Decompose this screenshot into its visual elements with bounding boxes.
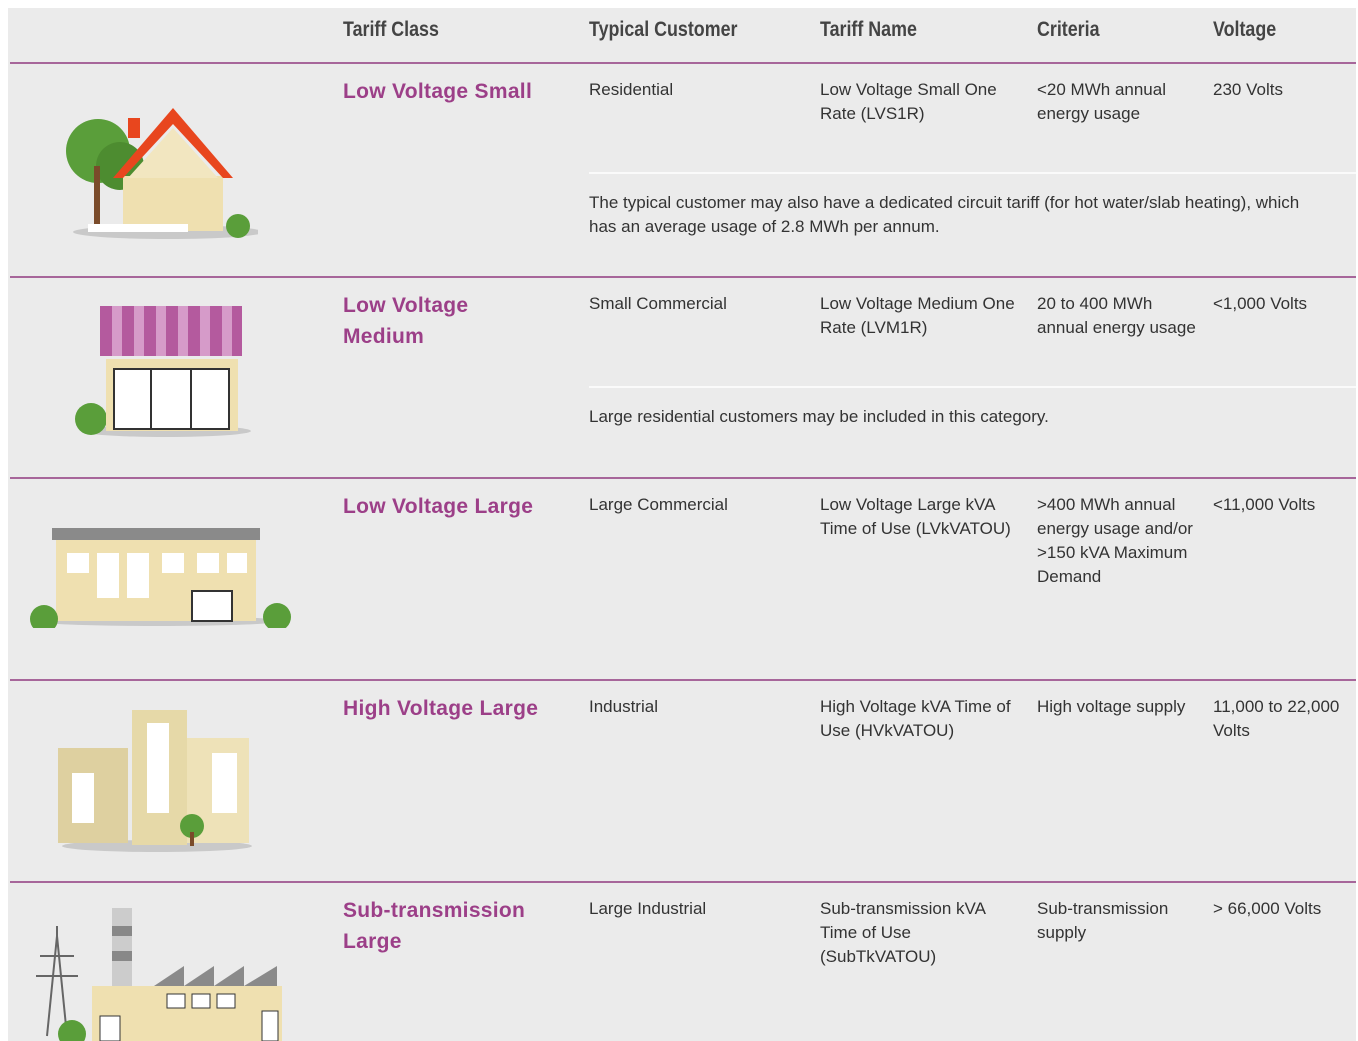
criteria: Sub-transmission supply bbox=[1037, 897, 1207, 945]
voltage: <11,000 Volts bbox=[1213, 493, 1353, 517]
criteria: 20 to 400 MWh annual energy usage bbox=[1037, 292, 1207, 340]
note: The typical customer may also have a ded… bbox=[589, 191, 1309, 239]
typical-customer: Large Commercial bbox=[589, 493, 809, 517]
voltage: > 66,000 Volts bbox=[1213, 897, 1353, 921]
typical-customer: Industrial bbox=[589, 695, 809, 719]
sub-transmission-icon bbox=[22, 906, 297, 1041]
column-header: Tariff Name bbox=[820, 18, 917, 42]
criteria: High voltage supply bbox=[1037, 695, 1207, 719]
tariff-class: High Voltage Large bbox=[343, 693, 543, 724]
note-divider bbox=[589, 386, 1356, 388]
note: Large residential customers may be inclu… bbox=[589, 405, 1309, 429]
tariff-class: Sub-transmission Large bbox=[343, 895, 543, 957]
column-header: Typical Customer bbox=[589, 18, 737, 42]
commercial-icon bbox=[22, 523, 292, 628]
voltage: 230 Volts bbox=[1213, 78, 1353, 102]
tariff-class: Low Voltage Medium bbox=[343, 290, 543, 352]
tariff-class: Low Voltage Large bbox=[343, 491, 543, 522]
criteria: <20 MWh annual energy usage bbox=[1037, 78, 1207, 126]
row-divider bbox=[10, 276, 1356, 278]
shop-icon bbox=[66, 304, 256, 439]
row-divider bbox=[10, 62, 1356, 64]
tariff-name: High Voltage kVA Time of Use (HVkVATOU) bbox=[820, 695, 1015, 743]
row-divider bbox=[10, 477, 1356, 479]
criteria: >400 MWh annual energy usage and/or >150… bbox=[1037, 493, 1207, 589]
voltage: <1,000 Volts bbox=[1213, 292, 1353, 316]
typical-customer: Residential bbox=[589, 78, 809, 102]
tariff-name: Low Voltage Small One Rate (LVS1R) bbox=[820, 78, 1015, 126]
tariff-name: Low Voltage Medium One Rate (LVM1R) bbox=[820, 292, 1015, 340]
note-divider bbox=[589, 172, 1356, 174]
row-divider bbox=[10, 679, 1356, 681]
typical-customer: Small Commercial bbox=[589, 292, 809, 316]
tariff-table: Tariff Class Typical Customer Tariff Name C… bbox=[8, 8, 1356, 1041]
house-icon bbox=[48, 96, 258, 241]
page: Tariff Class Typical Customer Tariff Name C… bbox=[0, 0, 1358, 1041]
voltage: 11,000 to 22,000 Volts bbox=[1213, 695, 1353, 743]
row-divider bbox=[10, 881, 1356, 883]
industrial-icon bbox=[52, 708, 262, 853]
tariff-name: Low Voltage Large kVA Time of Use (LVkVA… bbox=[820, 493, 1015, 541]
column-header: Voltage bbox=[1213, 18, 1276, 42]
tariff-name: Sub-transmission kVA Time of Use (SubTkV… bbox=[820, 897, 1015, 969]
typical-customer: Large Industrial bbox=[589, 897, 809, 921]
tariff-class: Low Voltage Small bbox=[343, 76, 543, 107]
column-header: Criteria bbox=[1037, 18, 1100, 42]
column-header: Tariff Class bbox=[343, 18, 439, 42]
